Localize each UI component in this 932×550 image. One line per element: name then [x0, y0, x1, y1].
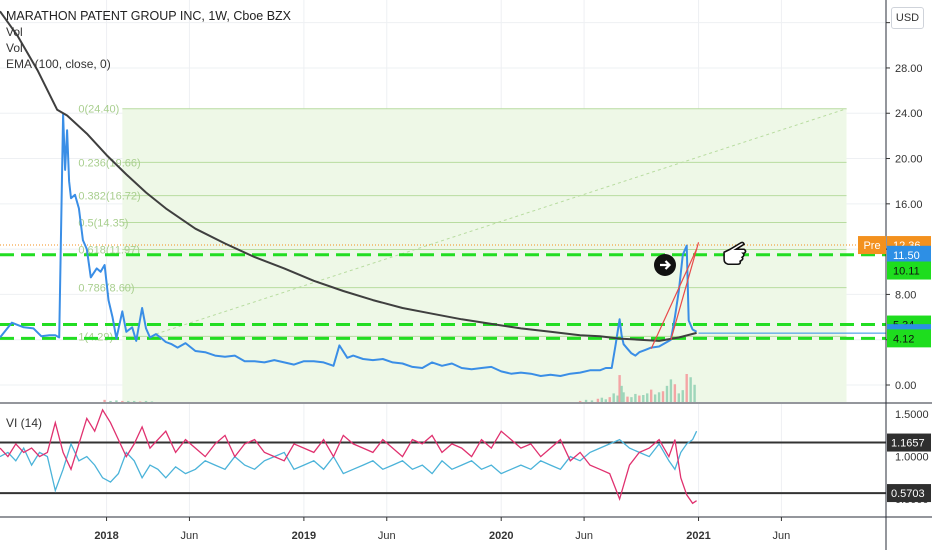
- volume-bar: [608, 397, 611, 402]
- indicator-ema[interactable]: EMA (100, close, 0): [6, 57, 111, 71]
- pointing-hand-icon: [723, 241, 747, 266]
- volume-bar: [109, 400, 112, 402]
- volume-bar: [144, 400, 148, 402]
- volume-bar: [634, 393, 637, 402]
- volume-bar: [115, 400, 118, 402]
- volume-bar: [689, 377, 692, 402]
- indicator-volume-2[interactable]: Vol: [6, 41, 23, 55]
- pre-market-badge: [858, 236, 886, 255]
- pre-market-label: Pre: [863, 240, 880, 252]
- y-tick-label: 16.00: [895, 199, 923, 211]
- volume-bar: [657, 392, 661, 402]
- volume-bar: [584, 399, 588, 402]
- volume-bar: [121, 400, 124, 402]
- volume-bar: [649, 389, 653, 402]
- volume-bar: [681, 390, 684, 402]
- volume-bar: [578, 400, 582, 402]
- volume-bar: [646, 393, 649, 402]
- indicator-volume-1[interactable]: Vol: [6, 25, 23, 39]
- vi-level-tag-label: 0.5703: [891, 488, 925, 500]
- vi-indicator-label[interactable]: VI (14): [6, 416, 43, 430]
- volume-bar: [127, 400, 130, 402]
- price-series: [0, 10, 698, 377]
- y-tick-label: 20.00: [895, 154, 923, 166]
- price-tag-label: 10.11: [893, 266, 920, 278]
- volume-bar: [604, 399, 607, 402]
- trend-line-1: [670, 242, 700, 340]
- volume-bar: [642, 395, 645, 402]
- price-tag-label: 11.50: [893, 250, 920, 262]
- vi-plus-line: [0, 430, 698, 493]
- vi-tick-label: 1.0000: [895, 452, 929, 464]
- volume-bar: [596, 398, 600, 402]
- currency-button[interactable]: USD: [891, 7, 924, 29]
- volume-bar: [630, 397, 633, 402]
- y-tick-label: 0.00: [895, 380, 916, 392]
- volume-bar: [685, 374, 688, 402]
- volume-bar: [616, 395, 619, 402]
- fib-level-label: 0.5(14.35): [78, 218, 128, 230]
- volume-bar: [638, 395, 641, 402]
- volume-bar: [150, 401, 154, 402]
- volume-bar: [590, 400, 594, 402]
- vi-level-tag-label: 1.1657: [891, 438, 925, 450]
- fibonacci-retracement: 0(24.40) 0.236(19.66) 0.382(16.72) 0.5(14.3…: [0, 104, 886, 402]
- price-tag-label: 4.12: [893, 333, 914, 345]
- volume-bar: [677, 393, 681, 402]
- y-tick-label: 28.00: [895, 63, 923, 75]
- y-tick-label: 24.00: [895, 108, 923, 120]
- x-tick-label: 2020: [489, 530, 513, 542]
- volume-bar: [661, 391, 665, 402]
- annotations: [650, 241, 747, 350]
- x-tick-label: 2018: [94, 530, 118, 542]
- volume-bar: [673, 384, 677, 402]
- price-tag: [887, 329, 931, 348]
- price-line: [0, 113, 698, 377]
- fib-level-label: 0.382(16.72): [78, 191, 140, 203]
- arrow-right-icon: [659, 260, 672, 270]
- ema-line: [0, 10, 697, 342]
- y-tick-label: 8.00: [895, 289, 916, 301]
- volume-bar: [653, 394, 657, 402]
- price-tag: [887, 261, 931, 280]
- volume-bar: [622, 392, 625, 402]
- fib-level-label: 0.236(19.66): [78, 157, 140, 169]
- x-tick-label: Jun: [378, 530, 396, 542]
- volume-bar: [132, 400, 136, 402]
- x-tick-label: Jun: [181, 530, 199, 542]
- vi-minus-line: [0, 408, 697, 505]
- trend-line-2: [650, 248, 698, 350]
- vi-level-tag: [887, 433, 931, 452]
- x-tick-label: 2021: [686, 530, 710, 542]
- vi-tick-label: 1.5000: [895, 409, 929, 421]
- symbol-title[interactable]: MARATHON PATENT GROUP INC, 1W, Cboe BZX: [6, 9, 292, 23]
- chart-legend: MARATHON PATENT GROUP INC, 1W, Cboe BZX …: [6, 8, 291, 72]
- volume-bar: [620, 385, 623, 402]
- price-tag: [887, 245, 931, 264]
- volume-bars: [103, 374, 696, 402]
- volume-bar: [665, 385, 669, 402]
- fib-trend-line: [155, 108, 847, 335]
- volume-bar: [600, 397, 604, 402]
- x-tick-label: 2019: [292, 530, 316, 542]
- x-tick-label: Jun: [773, 530, 791, 542]
- vortex-indicator-panel: [0, 402, 932, 518]
- volume-bar: [103, 399, 106, 402]
- volume-bar: [618, 375, 621, 402]
- volume-bar: [693, 384, 696, 402]
- x-tick-label: Jun: [575, 530, 593, 542]
- volume-bar: [138, 401, 142, 402]
- fib-level-label: 0(24.40): [78, 104, 119, 116]
- volume-bar: [669, 379, 673, 402]
- volume-bar: [626, 396, 629, 402]
- volume-bar: [612, 393, 615, 402]
- vi-level-tag: [887, 484, 931, 503]
